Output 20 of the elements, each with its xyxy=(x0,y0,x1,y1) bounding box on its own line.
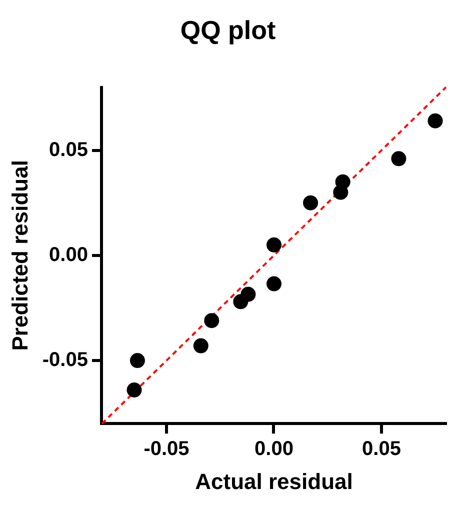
point xyxy=(204,313,220,328)
point xyxy=(333,184,348,200)
y-axis-title: Predicted residual xyxy=(7,160,32,351)
x-tick-label: 0.05 xyxy=(362,438,401,460)
y-tick-label: 0.05 xyxy=(49,138,88,161)
point xyxy=(233,294,248,310)
point xyxy=(266,237,282,252)
x-tick-label: 0.00 xyxy=(254,438,294,460)
point xyxy=(130,353,145,368)
chart-title: QQ plot xyxy=(180,14,276,45)
point xyxy=(428,113,443,128)
x-tick-label: -0.05 xyxy=(144,438,190,460)
y-tick-label: 0.00 xyxy=(49,244,88,266)
point xyxy=(126,382,142,398)
point xyxy=(303,195,318,210)
point xyxy=(391,151,406,166)
point xyxy=(193,338,208,354)
x-axis-title: Actual residual xyxy=(195,468,353,494)
point xyxy=(266,276,282,292)
y-tick-label: -0.05 xyxy=(42,349,88,372)
